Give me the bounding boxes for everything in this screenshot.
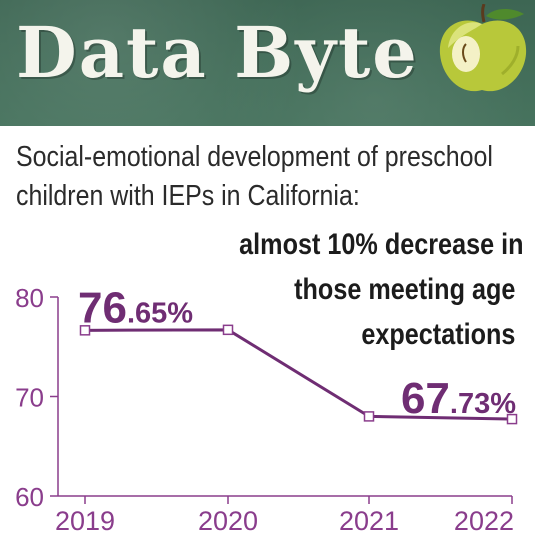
data-point (79, 325, 91, 336)
chart-subtitle: Social-emotional development of preschoo… (16, 141, 493, 212)
x-tick-label: 2022 (454, 506, 514, 535)
banner-title: Data Byte (16, 11, 419, 94)
data-label: 76.65% (78, 283, 193, 332)
headline-line: almost 10% decrease in (239, 228, 524, 261)
y-tick-label: 70 (15, 383, 44, 413)
apple-icon (439, 4, 527, 92)
data-label-decimal: .65% (127, 297, 193, 329)
data-label-integer: 76 (78, 283, 127, 332)
banner: Data Byte (0, 0, 535, 126)
x-tick-label: 2020 (198, 506, 258, 535)
x-tick-label: 2021 (339, 506, 399, 535)
headline: almost 10% decrease in those meeting age… (185, 222, 523, 357)
data-label-integer: 67 (401, 374, 450, 423)
x-tick-label: 2019 (55, 506, 115, 535)
data-point (363, 411, 375, 422)
series-line (84, 328, 513, 421)
data-label: 67.73% (401, 374, 516, 423)
data-point (506, 413, 518, 425)
headline-line: expectations (360, 318, 515, 351)
y-tick-label: 60 (15, 482, 44, 512)
data-point (222, 324, 234, 336)
headline-line: those meeting age (293, 273, 515, 306)
y-tick-label: 80 (15, 283, 44, 313)
data-label-decimal: .73% (450, 388, 516, 420)
